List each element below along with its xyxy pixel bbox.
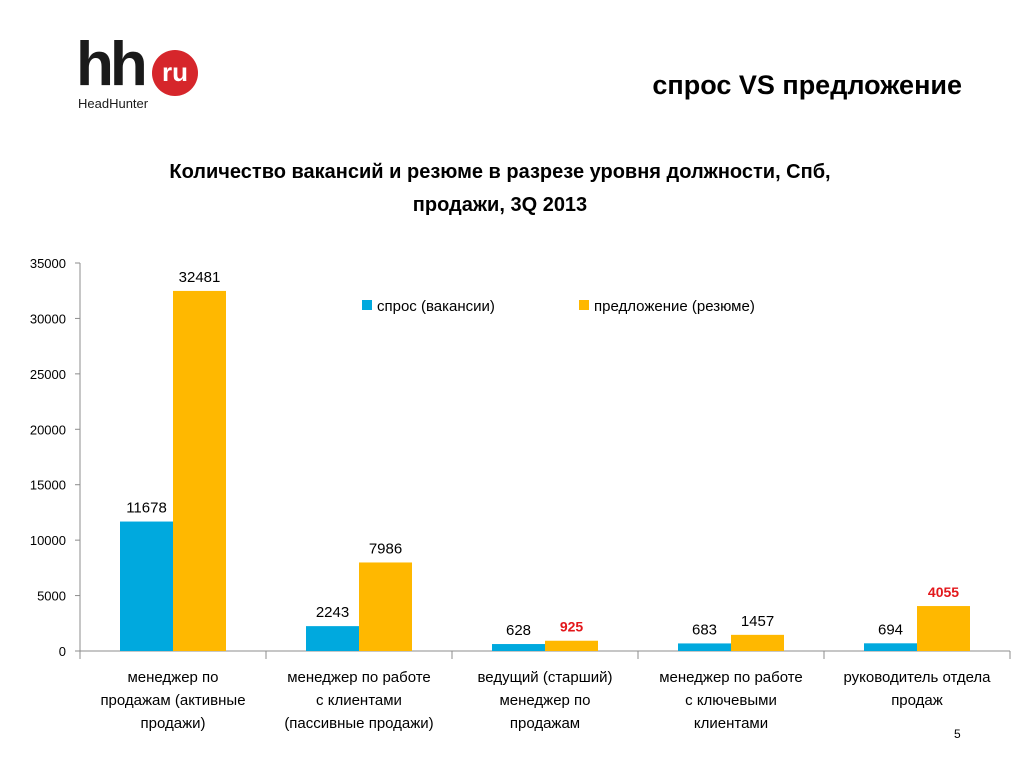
chart-title-line1: Количество вакансий и резюме в разрезе у… [169, 161, 831, 183]
bar-supply [731, 634, 784, 651]
data-label-demand: 628 [506, 622, 531, 639]
bar-demand [306, 626, 359, 651]
legend-swatch-supply [579, 300, 589, 310]
x-category-label: менеджер по [499, 692, 590, 709]
bar-demand [864, 643, 917, 651]
headhunter-logo: hh ru HeadHunter [76, 34, 206, 115]
y-tick-label: 30000 [30, 311, 66, 326]
logo-caption: HeadHunter [78, 96, 149, 111]
data-label-demand: 694 [878, 621, 903, 638]
legend-swatch-demand [362, 300, 372, 310]
data-label-supply: 32481 [179, 269, 221, 286]
bar-demand [492, 644, 545, 651]
data-label-demand: 683 [692, 621, 717, 638]
x-category-label: продажам (активные [100, 692, 245, 709]
data-label-supply: 925 [560, 619, 584, 635]
bar-demand [120, 521, 173, 651]
chart-title-line2: продажи, 3Q 2013 [412, 194, 588, 216]
x-category-label: продажи) [141, 715, 206, 732]
bar-supply [359, 562, 412, 651]
logo-badge: ru [152, 50, 198, 96]
data-label-supply: 1457 [741, 613, 774, 630]
x-category-label: клиентами [694, 715, 768, 732]
y-tick-label: 10000 [30, 533, 66, 548]
x-category-label: продаж [891, 692, 943, 709]
data-label-supply: 4055 [928, 584, 959, 600]
x-category-label: руководитель отдела [843, 669, 991, 686]
x-category-label: менеджер по [127, 669, 218, 686]
bar-demand [678, 643, 731, 651]
bar-supply [173, 290, 226, 651]
x-category-label: с клиентами [316, 692, 402, 709]
data-label-supply: 7986 [369, 540, 402, 557]
legend-label-supply: предложение (резюме) [594, 298, 755, 315]
y-tick-label: 35000 [30, 256, 66, 271]
x-category-label: с ключевыми [685, 692, 777, 709]
logo-text: hh [76, 30, 148, 99]
chart-title: Количество вакансий и резюме в разрезе у… [120, 156, 880, 222]
y-tick-label: 5000 [37, 589, 66, 604]
page-number: 5 [954, 727, 961, 741]
y-tick-label: 20000 [30, 422, 66, 437]
y-tick-label: 15000 [30, 478, 66, 493]
y-tick-label: 0 [59, 644, 66, 659]
x-category-label: продажам [510, 715, 580, 732]
y-tick-label: 25000 [30, 367, 66, 382]
x-category-label: (пассивные продажи) [284, 715, 433, 732]
x-category-label: менеджер по работе [287, 669, 431, 686]
x-category-label: ведущий (старший) [478, 669, 613, 686]
x-category-label: менеджер по работе [659, 669, 803, 686]
data-label-demand: 11678 [126, 500, 167, 517]
bar-supply [545, 640, 598, 651]
slide-title: спрос VS предложение [652, 70, 962, 100]
bar-supply [917, 606, 970, 651]
legend-label-demand: спрос (вакансии) [377, 298, 495, 315]
data-label-demand: 2243 [316, 604, 349, 621]
